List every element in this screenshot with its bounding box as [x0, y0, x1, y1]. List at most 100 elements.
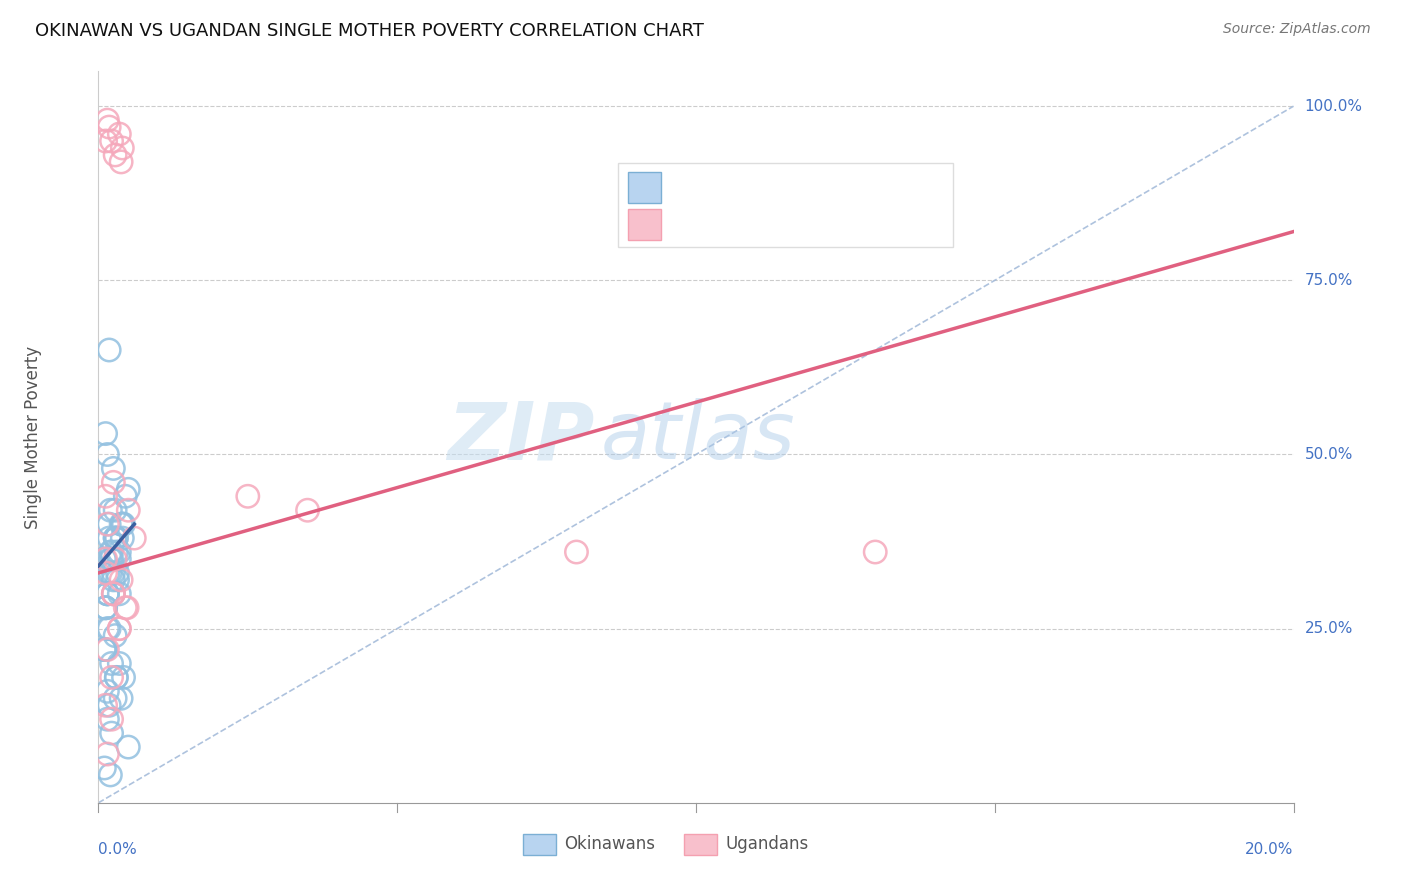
Point: [117, 503, 139, 517]
Point: [100, 134, 122, 148]
Text: Source: ZipAtlas.com: Source: ZipAtlas.com: [1223, 22, 1371, 37]
Point: [100, 657, 122, 671]
Point: [115, 600, 138, 615]
Point: [93, 761, 115, 775]
Point: [108, 552, 131, 566]
Point: [94, 552, 117, 566]
Point: [98, 517, 121, 532]
Point: [96, 587, 118, 601]
Point: [108, 622, 131, 636]
Point: [94, 600, 117, 615]
Point: [98, 622, 121, 636]
Point: [96, 517, 118, 532]
Point: [110, 691, 132, 706]
Point: [97, 566, 120, 580]
FancyBboxPatch shape: [523, 833, 557, 855]
Point: [98, 503, 122, 517]
Point: [98, 531, 121, 545]
Point: [104, 691, 127, 706]
Text: R = 0.287   N = 32: R = 0.287 N = 32: [671, 214, 842, 232]
Point: [111, 141, 134, 155]
Point: [100, 670, 122, 684]
Point: [104, 629, 127, 643]
Point: [105, 531, 128, 545]
Point: [96, 684, 118, 698]
Text: 20.0%: 20.0%: [1246, 842, 1294, 856]
Point: [100, 552, 122, 566]
Point: [103, 587, 125, 601]
Point: [103, 475, 125, 490]
Point: [94, 566, 117, 580]
Point: [108, 657, 131, 671]
Point: [96, 642, 118, 657]
Point: [103, 587, 125, 601]
Point: [114, 489, 136, 503]
Text: 0.0%: 0.0%: [98, 842, 138, 856]
Point: [124, 531, 146, 545]
FancyBboxPatch shape: [628, 172, 661, 203]
Point: [96, 622, 118, 636]
Point: [108, 587, 131, 601]
Text: 25.0%: 25.0%: [1305, 621, 1353, 636]
Point: [105, 670, 128, 684]
Point: [96, 712, 118, 726]
Point: [105, 670, 128, 684]
FancyBboxPatch shape: [619, 163, 953, 247]
Point: [96, 747, 118, 761]
Point: [103, 566, 125, 580]
Point: [110, 155, 132, 169]
Point: [98, 343, 121, 357]
Point: [104, 552, 127, 566]
Point: [94, 426, 117, 441]
Point: [111, 517, 134, 532]
Text: OKINAWAN VS UGANDAN SINGLE MOTHER POVERTY CORRELATION CHART: OKINAWAN VS UGANDAN SINGLE MOTHER POVERT…: [35, 22, 704, 40]
Point: [94, 600, 117, 615]
Point: [96, 587, 118, 601]
Point: [105, 531, 128, 545]
FancyBboxPatch shape: [628, 209, 661, 240]
Point: [114, 600, 136, 615]
Point: [94, 134, 117, 148]
Point: [100, 545, 122, 559]
Point: [103, 461, 125, 475]
Point: [96, 113, 118, 128]
Point: [104, 503, 127, 517]
Point: [108, 545, 131, 559]
Point: [93, 642, 115, 657]
Text: R =  0.112   N = 61: R = 0.112 N = 61: [671, 178, 846, 195]
Point: [565, 545, 588, 559]
Point: [94, 489, 117, 503]
Point: [98, 552, 122, 566]
Point: [112, 517, 135, 532]
Point: [94, 698, 117, 713]
Point: [108, 127, 131, 141]
Point: [110, 517, 132, 532]
Point: [96, 587, 118, 601]
Point: [100, 726, 122, 740]
Point: [108, 622, 131, 636]
Point: [94, 600, 117, 615]
Point: [236, 489, 259, 503]
Point: [98, 768, 122, 782]
Point: [100, 712, 122, 726]
Point: [112, 670, 135, 684]
Point: [297, 503, 319, 517]
Point: [98, 698, 121, 713]
Text: Ugandans: Ugandans: [725, 836, 808, 854]
Point: [94, 642, 117, 657]
Point: [104, 531, 127, 545]
Text: 50.0%: 50.0%: [1305, 447, 1353, 462]
Point: [96, 448, 118, 462]
Text: 100.0%: 100.0%: [1305, 99, 1362, 113]
Point: [865, 545, 887, 559]
Point: [111, 517, 134, 532]
Point: [117, 483, 139, 497]
Text: atlas: atlas: [600, 398, 796, 476]
Point: [104, 531, 127, 545]
Point: [107, 573, 129, 587]
Point: [103, 587, 125, 601]
Point: [98, 120, 121, 134]
Point: [93, 642, 115, 657]
Point: [107, 566, 129, 580]
Point: [93, 552, 115, 566]
